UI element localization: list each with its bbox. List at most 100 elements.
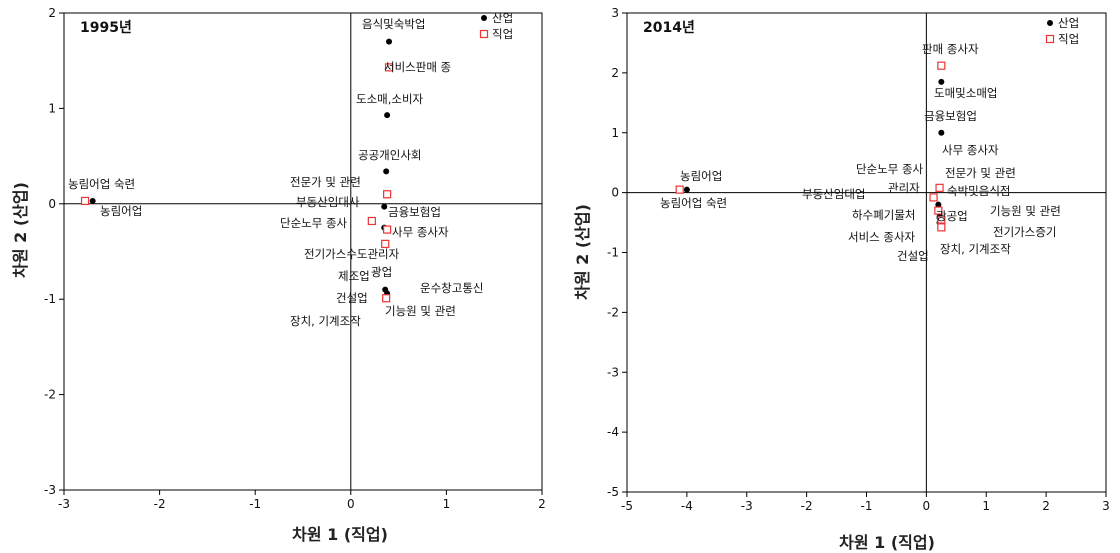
y-tick-label: -3 xyxy=(44,483,56,497)
y-tick-label: -4 xyxy=(607,425,619,439)
x-tick-label: 1 xyxy=(982,499,990,513)
x-tick-label: -5 xyxy=(621,499,633,513)
legend-industry-label: 산업 xyxy=(1058,16,1079,30)
legend-industry-marker xyxy=(1047,20,1053,26)
x-axis-label: 차원 1 (직업) xyxy=(839,533,935,552)
y-tick-label: 2 xyxy=(48,6,56,20)
point-label: 단순노무 종사 xyxy=(280,216,348,230)
point-label: 도매및소매업 xyxy=(934,86,997,100)
y-tick-label: -1 xyxy=(44,292,56,306)
panel-title: 1995년 xyxy=(80,20,132,36)
point-label: 전문가 및 관련 xyxy=(945,166,1016,180)
occupation-point xyxy=(935,183,944,192)
industry-point xyxy=(384,112,391,119)
point-label: 농림어업 xyxy=(680,169,722,183)
x-tick-label: -2 xyxy=(801,499,813,513)
point-label: 부동산임대사 xyxy=(296,195,360,209)
occupation-point xyxy=(384,63,394,72)
point-label: 광공업 xyxy=(936,209,968,223)
point-label: 서비스판매 종 xyxy=(384,60,451,74)
point-label: 기능원 및 관련 xyxy=(385,304,456,318)
point-label: 장치, 기계조작 xyxy=(940,242,1011,256)
plot-frame xyxy=(63,12,543,491)
point-label: 관리자 xyxy=(888,181,920,195)
point-label: 건설업 xyxy=(897,249,929,263)
x-tick-label: -1 xyxy=(249,497,261,511)
point-label: 판매 종사자 xyxy=(922,42,979,56)
point-label: 제조업 xyxy=(338,269,370,283)
industry-point xyxy=(89,197,96,204)
point-label: 장치, 기계조작 xyxy=(290,314,361,328)
occupation-point xyxy=(80,196,90,206)
occupation-point xyxy=(383,190,392,199)
industry-point xyxy=(383,168,390,175)
point-label: 농림어업 xyxy=(100,204,142,218)
y-axis-label: 차원 2 (산업) xyxy=(573,204,592,300)
industry-point xyxy=(938,129,945,136)
y-tick-label: 2 xyxy=(611,66,619,80)
legend-occupation-label: 직업 xyxy=(1058,32,1079,46)
industry-point xyxy=(381,203,388,210)
point-label: 금융보험업 xyxy=(924,109,977,123)
y-tick-label: 1 xyxy=(48,101,56,115)
point-label: 공공개인사회 xyxy=(358,148,421,162)
plot-frame xyxy=(626,12,1107,493)
legend-occupation-marker xyxy=(479,29,489,39)
y-tick-label: -5 xyxy=(607,485,619,499)
y-tick-label: -2 xyxy=(607,305,619,319)
legend-occupation-label: 직업 xyxy=(492,27,513,41)
x-tick-label: -2 xyxy=(154,497,166,511)
x-tick-label: 0 xyxy=(347,497,355,511)
point-label: 운수창고통신 xyxy=(420,281,483,295)
occupation-point xyxy=(937,61,946,70)
y-tick-label: 0 xyxy=(48,197,56,211)
point-label: 광업 xyxy=(371,265,392,279)
point-label: 하수폐기물처 xyxy=(852,208,915,222)
y-tick-label: -3 xyxy=(607,365,619,379)
point-label: 도소매,소비자 xyxy=(356,92,424,106)
point-label: 기능원 및 관련 xyxy=(990,204,1061,218)
legend-occupation-marker xyxy=(1045,34,1055,44)
point-label: 전기가스수도관리자 xyxy=(304,247,400,261)
y-tick-label: 3 xyxy=(611,6,619,20)
x-axis-label: 차원 1 (직업) xyxy=(292,525,388,544)
x-tick-label: -1 xyxy=(861,499,873,513)
occupation-point xyxy=(382,294,391,303)
point-label: 금융보험업 xyxy=(388,205,441,219)
industry-point xyxy=(935,201,942,208)
x-tick-label: -3 xyxy=(741,499,753,513)
x-tick-label: 0 xyxy=(923,499,931,513)
point-label: 사무 종사자 xyxy=(942,143,999,157)
panel-1995: -3 -2 -1 0 1 2 2 1 0 -1 -2 -3 차원 1 (직업) 차원 2 (산업) 1995… xyxy=(11,6,546,544)
legend-industry-label: 산업 xyxy=(492,11,513,25)
y-tick-label: 0 xyxy=(611,186,619,200)
point-label: 건설업 xyxy=(336,291,368,305)
occupation-point xyxy=(383,225,392,234)
panel-title: 2014년 xyxy=(643,20,695,36)
x-tick-label: 1 xyxy=(443,497,451,511)
point-label: 단순노무 종사 xyxy=(856,162,924,176)
x-tick-label: 2 xyxy=(538,497,546,511)
occupation-point xyxy=(929,193,938,202)
point-label: 숙박및음식점 xyxy=(947,184,1010,198)
point-label: 음식및숙박업 xyxy=(362,17,425,31)
y-tick-label: -1 xyxy=(607,246,619,260)
y-tick-label: -2 xyxy=(44,388,56,402)
y-axis-label: 차원 2 (산업) xyxy=(11,182,30,278)
point-label: 사무 종사자 xyxy=(392,225,449,239)
x-tick-label: -3 xyxy=(58,497,70,511)
point-label: 전문가 및 관련 xyxy=(290,175,361,189)
occupation-point xyxy=(937,215,946,224)
point-label: 서비스 종사자 xyxy=(848,230,916,244)
point-label: 전기가스증기 xyxy=(993,225,1056,239)
legend-industry-marker xyxy=(481,15,487,21)
point-label: 부동산임대업 xyxy=(802,187,865,201)
occupation-point xyxy=(367,216,376,226)
industry-point xyxy=(938,78,945,85)
point-label: 농림어업 숙련 xyxy=(660,196,727,210)
point-label: 농림어업 숙련 xyxy=(68,177,135,191)
